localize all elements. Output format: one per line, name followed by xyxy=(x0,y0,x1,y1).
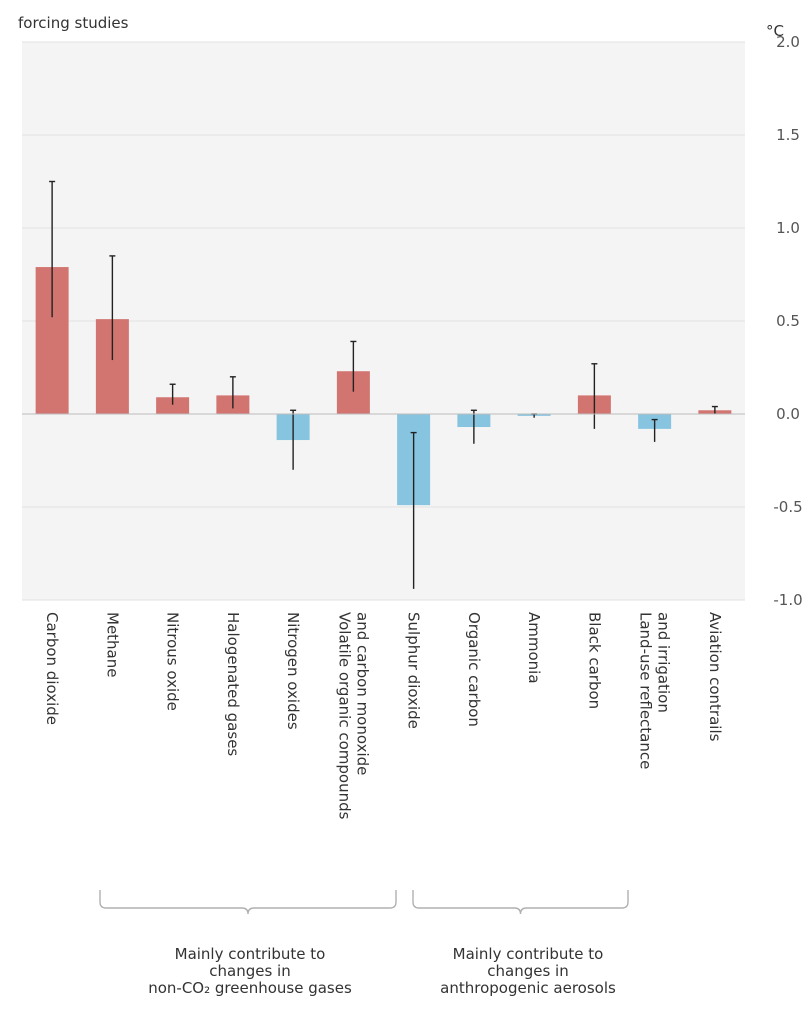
y-axis-unit: °C xyxy=(766,22,784,40)
group-label-line: anthropogenic aerosols xyxy=(440,979,616,997)
x-category-label: Nitrogen oxides xyxy=(284,612,302,730)
bar xyxy=(156,397,190,414)
y-tick-label: 1.5 xyxy=(776,126,800,144)
group-label-line: changes in xyxy=(209,962,291,980)
x-category-label: Methane xyxy=(103,612,121,678)
x-category-label: Land-use reflectance xyxy=(637,612,655,769)
x-category-label: Nitrous oxide xyxy=(164,612,182,711)
group-label-line: Mainly contribute to xyxy=(174,945,326,963)
y-tick-label: -1.0 xyxy=(773,591,802,609)
x-category-label: Aviation contrails xyxy=(706,612,724,742)
x-category-label: Volatile organic compounds xyxy=(335,612,353,820)
group-label-greenhouse: Mainly contribute to changes in non-CO₂ … xyxy=(100,946,400,997)
x-category-label: Organic carbon xyxy=(465,612,483,727)
y-tick-label: 1.0 xyxy=(776,219,800,237)
x-category-label: and irrigation xyxy=(655,612,673,713)
x-category-label: Halogenated gases xyxy=(224,612,242,756)
y-tick-label: 0.5 xyxy=(776,312,800,330)
group-label-line: non-CO₂ greenhouse gases xyxy=(148,979,352,997)
brace-aerosols xyxy=(412,890,629,915)
group-label-line: Mainly contribute to xyxy=(452,945,604,963)
x-category-label: Carbon dioxide xyxy=(43,612,61,725)
brace-greenhouse xyxy=(99,890,397,915)
y-tick-label: 0.0 xyxy=(776,405,800,423)
group-label-aerosols: Mainly contribute to changes in anthropo… xyxy=(398,946,658,997)
x-category-label: Ammonia xyxy=(525,612,543,684)
chart-title-fragment: forcing studies xyxy=(18,14,129,32)
y-tick-label: -0.5 xyxy=(773,498,802,516)
y-tick-label: 2.0 xyxy=(776,33,800,51)
x-category-label: Black carbon xyxy=(585,612,603,709)
x-category-label: Sulphur dioxide xyxy=(405,612,423,729)
x-category-label: and carbon monoxide xyxy=(353,612,371,775)
group-label-line: changes in xyxy=(487,962,569,980)
